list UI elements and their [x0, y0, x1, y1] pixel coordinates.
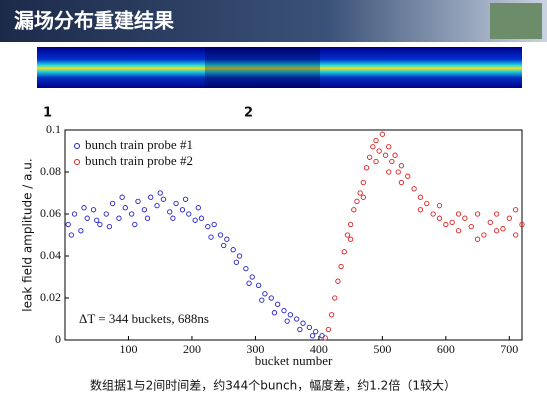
- x-tick-label: 100: [119, 342, 137, 356]
- x-tick-label: 200: [183, 342, 201, 356]
- legend-label: bunch train probe #1: [85, 137, 193, 152]
- x-tick-label: 500: [373, 342, 391, 356]
- page: {"header": {"title": "漏场分布重建结果"}, "heatm…: [0, 0, 547, 401]
- y-tick-label: 0.04: [40, 248, 61, 262]
- x-tick-label: 700: [500, 342, 518, 356]
- heatmap-shade: [205, 47, 320, 88]
- y-tick-label: 0.1: [46, 122, 61, 136]
- legend-label: bunch train probe #2: [85, 153, 193, 168]
- caption: 数组据1与2间时间差，约344个bunch，幅度差，约1.2倍（1较大）: [90, 378, 456, 393]
- y-tick-label: 0.08: [40, 164, 61, 178]
- x-tick-label: 600: [437, 342, 455, 356]
- header-title: 漏场分布重建结果: [14, 9, 174, 33]
- y-tick-label: 0: [55, 332, 61, 346]
- header-photo: [490, 3, 542, 39]
- y-tick-label: 0.06: [40, 206, 61, 220]
- heatmap-label: 2: [244, 106, 253, 121]
- y-axis-title: leak field amplitude / a.u.: [21, 158, 35, 311]
- slide: 漏场分布重建结果 1 2 数组据1与2间时间差，约344个bunch，幅度差，约…: [0, 0, 547, 401]
- annotation: ΔT = 344 buckets, 688ns: [79, 311, 209, 326]
- x-axis-title: bucket number: [255, 353, 333, 368]
- heatmap-label: 1: [43, 106, 52, 121]
- y-tick-label: 0.02: [40, 290, 61, 304]
